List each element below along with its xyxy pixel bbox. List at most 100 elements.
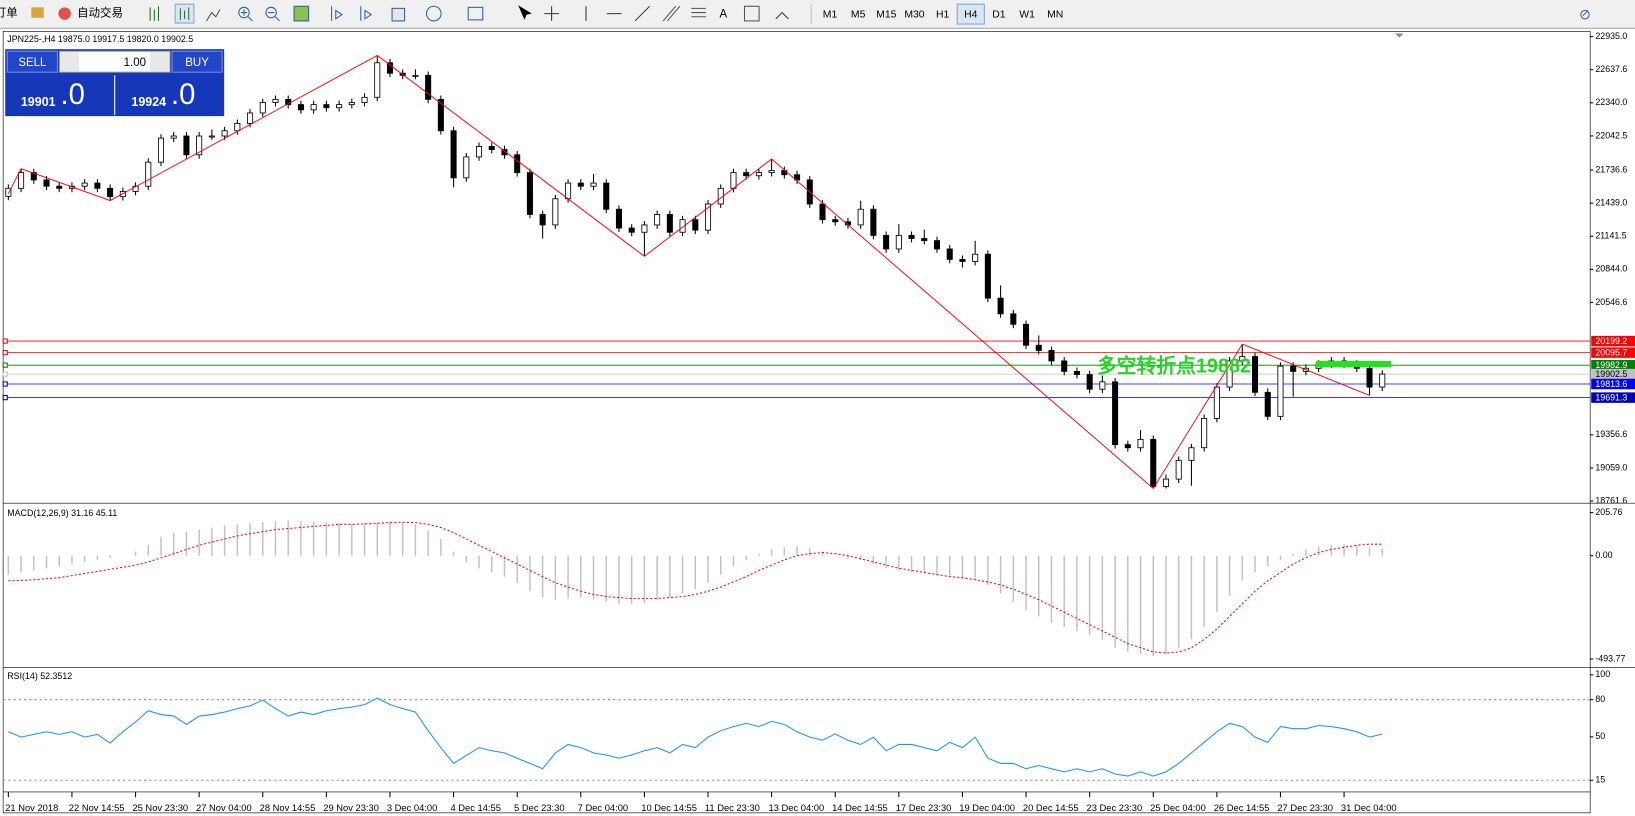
y-tick-label: 15	[1595, 775, 1605, 785]
candle-body	[450, 130, 457, 179]
candle-body	[5, 187, 12, 197]
crosshair-icon[interactable]	[544, 6, 559, 21]
candle-body	[933, 240, 941, 250]
sell-price[interactable]: 19901	[21, 95, 56, 109]
pane-title: MACD(12,26,9) 31.16 45.11	[7, 508, 117, 518]
candle-body	[501, 149, 508, 156]
sell-button[interactable]	[6, 50, 58, 73]
candle-body	[1099, 381, 1106, 390]
x-tick-label: 25 Nov 23:30	[132, 802, 188, 813]
orders-button[interactable]: 订单	[0, 7, 18, 20]
toolbar-bg	[0, 0, 1635, 29]
candle-body	[374, 62, 381, 98]
icon[interactable]	[391, 7, 406, 22]
timeframe-button[interactable]: M1	[823, 9, 838, 20]
sell-price-fraction: .0	[60, 79, 84, 111]
signal-line	[8, 521, 1383, 654]
label-tool[interactable]	[743, 5, 760, 22]
candle-body	[514, 154, 521, 174]
timeframe-button[interactable]: H4	[964, 9, 978, 20]
candle-body	[1366, 367, 1373, 388]
icon[interactable]	[467, 6, 484, 21]
level-handle	[2, 362, 8, 368]
x-tick-label: 7 Dec 04:00	[578, 802, 628, 813]
candle-body	[183, 135, 190, 156]
icon	[149, 6, 160, 21]
draw-icons[interactable]	[775, 11, 789, 20]
chart-type-icons	[149, 3, 221, 24]
annotation-bar	[1315, 360, 1392, 368]
candle-body	[1213, 386, 1220, 419]
auto-trading-button[interactable]: 自动交易	[77, 6, 123, 20]
candle-body	[56, 185, 63, 189]
candle-body	[615, 208, 622, 229]
draw-icons[interactable]	[662, 5, 706, 22]
candle-body	[208, 135, 215, 138]
y-tick-label: 50	[1595, 731, 1605, 741]
level-handle	[2, 395, 8, 401]
lot-field[interactable]	[58, 50, 171, 73]
candle-body	[1023, 323, 1030, 346]
y-tick-label: 20844.0	[1595, 264, 1627, 274]
timeframe-button[interactable]: D1	[992, 9, 1006, 20]
x-tick-label: 31 Dec 04:00	[1341, 802, 1397, 813]
candle-body	[565, 182, 572, 200]
buy-button[interactable]	[171, 50, 223, 73]
icon[interactable]	[425, 5, 442, 22]
level-label-bg	[1591, 378, 1635, 390]
candle-body	[1188, 447, 1195, 461]
y-tick-label: 19059.0	[1595, 462, 1627, 472]
timeframe-button[interactable]: M5	[851, 9, 866, 20]
timeframe-button[interactable]: M15	[876, 9, 896, 20]
icon	[206, 9, 221, 22]
candle-body	[1124, 444, 1131, 449]
x-tick-label: 3 Dec 04:00	[387, 802, 437, 813]
candle-body	[107, 187, 114, 198]
icon[interactable]	[331, 6, 343, 21]
icon	[267, 12, 280, 22]
y-tick-label: 100	[1595, 669, 1610, 679]
candle-body	[654, 214, 661, 226]
draw-icons[interactable]	[585, 5, 650, 22]
candle-body	[437, 98, 444, 132]
lot-value: 1.00	[124, 57, 146, 69]
x-tick-label: 27 Dec 23:30	[1277, 802, 1333, 813]
buy-price[interactable]: 19924	[131, 95, 166, 109]
candle-body	[1175, 459, 1182, 480]
plot: 22935.0 22637.6 22340.0 22042.5 21736.6 21439…	[2, 31, 1635, 813]
text-tool[interactable]: A	[719, 9, 727, 21]
timeframe-selected	[956, 3, 985, 25]
icon[interactable]	[293, 5, 310, 22]
annotation: 多空转折点19882	[1097, 354, 1251, 377]
candle-body	[526, 172, 533, 215]
candle-body	[755, 172, 762, 177]
y-tick-label: 205.76	[1595, 507, 1622, 517]
y-tick-label: 22340.0	[1595, 97, 1627, 107]
x-tick-label: 4 Dec 14:55	[450, 802, 500, 813]
candle-body	[603, 182, 610, 210]
candle-body	[43, 179, 50, 187]
lot-up[interactable]	[150, 52, 169, 72]
candle-body	[832, 219, 839, 223]
icon[interactable]	[360, 6, 373, 21]
icon[interactable]	[238, 6, 250, 19]
timeframes: M1 M5 M15 M30 H1 H4 D1 W1 MN	[823, 3, 1063, 25]
level-label: 19902.5	[1595, 369, 1627, 379]
candle-body	[984, 253, 991, 299]
candle-body	[81, 182, 88, 187]
lot-down[interactable]	[60, 52, 80, 72]
timeframe-button[interactable]: M30	[904, 9, 924, 20]
timeframe-button[interactable]: MN	[1047, 9, 1063, 20]
cursor-icon[interactable]	[518, 5, 532, 20]
timeframe-button[interactable]: W1	[1019, 9, 1035, 20]
x-tick-label: 19 Dec 04:00	[959, 802, 1015, 813]
icon	[179, 7, 190, 20]
candle-body	[1035, 344, 1042, 351]
search-icon[interactable]	[1580, 9, 1590, 20]
candle-body	[730, 172, 737, 189]
y-tick-label: 0.00	[1595, 550, 1612, 560]
timeframe-button[interactable]: H1	[936, 9, 950, 20]
icon[interactable]	[265, 6, 277, 19]
candle-body	[908, 234, 915, 239]
candle-body	[348, 102, 355, 106]
